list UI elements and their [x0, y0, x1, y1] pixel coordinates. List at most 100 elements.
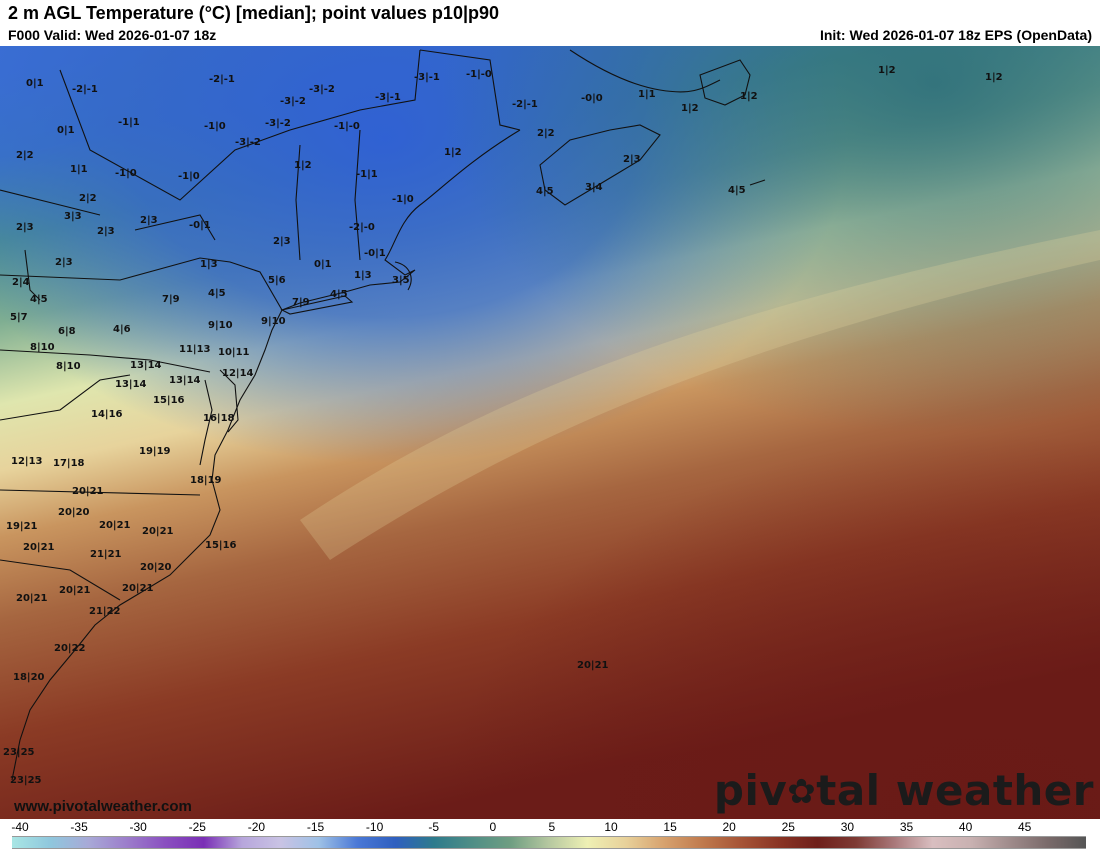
temperature-map: 0|1 -2|-1 -2|-1 -3|-1 -1|-0 1|2 1|2 0|1 … — [0, 46, 1100, 819]
point-value: 10|11 — [218, 347, 250, 358]
point-value: 21|21 — [90, 549, 122, 560]
colorbar-tick-label: -15 — [306, 820, 325, 834]
point-value: 1|2 — [878, 65, 896, 76]
point-value: 0|1 — [57, 125, 75, 136]
point-value: 7|9 — [292, 297, 310, 308]
point-value: 17|18 — [53, 458, 85, 469]
point-value: 0|1 — [314, 259, 332, 270]
cape-cod — [394, 261, 412, 291]
point-value: 18|20 — [13, 672, 45, 683]
point-value: 20|20 — [58, 507, 90, 518]
point-value: 1|1 — [638, 89, 656, 100]
point-value: 13|14 — [115, 379, 147, 390]
point-value: 2|3 — [97, 226, 115, 237]
point-value: 20|21 — [142, 526, 174, 537]
point-value: 9|10 — [261, 316, 286, 327]
point-value: -0|0 — [581, 93, 603, 104]
point-value: 3|3 — [64, 211, 82, 222]
point-value: 13|14 — [130, 360, 162, 371]
point-value: 5|7 — [10, 312, 28, 323]
point-value: 20|21 — [23, 542, 55, 553]
point-value: 20|22 — [54, 643, 86, 654]
st-lawrence-shore — [569, 49, 721, 93]
point-value: 4|6 — [113, 324, 131, 335]
point-value: 2|2 — [79, 193, 97, 204]
delmarva — [219, 369, 239, 433]
point-value: 11|13 — [179, 344, 211, 355]
point-value: -1|1 — [118, 117, 140, 128]
point-value: 8|10 — [30, 342, 55, 353]
colorbar-legend: -40 -35 -30 -25 -20 -15 -10 -5 0 5 10 15 20 25 30 35 40 4… — [0, 819, 1100, 850]
colorbar-tick-label: 20 — [722, 820, 736, 834]
point-value: 8|10 — [56, 361, 81, 372]
point-value: 20|21 — [577, 660, 609, 671]
point-value: 7|9 — [162, 294, 180, 305]
colorbar-tick-label: 45 — [1018, 820, 1032, 834]
point-value: 21|22 — [89, 606, 121, 617]
point-value: 1|2 — [985, 72, 1003, 83]
point-value: 1|3 — [354, 270, 372, 281]
point-value: 4|5 — [208, 288, 226, 299]
colorbar-gradient — [12, 836, 1086, 849]
lake-ontario-shore — [134, 214, 216, 241]
point-value: 12|13 — [11, 456, 43, 467]
point-value: 1|2 — [444, 147, 462, 158]
point-value: 20|21 — [72, 486, 104, 497]
point-value: -3|-1 — [375, 92, 401, 103]
state-line-nh-me — [354, 129, 361, 261]
point-value: -1|0 — [204, 121, 226, 132]
point-value: 2|2 — [537, 128, 555, 139]
colorbar-tick-label: -35 — [70, 820, 88, 834]
point-value: 20|20 — [140, 562, 172, 573]
point-value: 1|2 — [681, 103, 699, 114]
state-line-nc-sc — [0, 559, 121, 601]
point-value: 23|25 — [3, 747, 35, 758]
point-value: -1|-0 — [466, 69, 492, 80]
point-value: 15|16 — [205, 540, 237, 551]
state-line-ny-pa — [0, 257, 283, 311]
point-values: 0|1 -2|-1 -2|-1 -3|-1 -1|-0 1|2 1|2 0|1 … — [3, 65, 1003, 786]
colorbar-tick-label: -30 — [129, 820, 147, 834]
point-value: -1|-0 — [334, 121, 360, 132]
point-value: 4|5 — [536, 186, 554, 197]
point-value: 16|18 — [203, 413, 235, 424]
point-value: -3|-2 — [280, 96, 306, 107]
point-value: 6|8 — [58, 326, 76, 337]
point-value: -2|-1 — [512, 99, 538, 110]
lake-erie-shore — [0, 189, 101, 216]
colorbar-tick-label: 0 — [489, 820, 497, 834]
point-value: 15|16 — [153, 395, 185, 406]
chesapeake-bay — [199, 379, 213, 466]
state-line-oh — [24, 249, 41, 301]
point-value: 19|21 — [6, 521, 38, 532]
mid-atlantic-coast — [11, 309, 283, 781]
point-value: 2|4 — [12, 277, 30, 288]
colorbar-tick-label: -10 — [365, 820, 384, 834]
point-value: -3|-1 — [414, 72, 440, 83]
point-value: -1|0 — [115, 168, 137, 179]
point-value: -3|-2 — [235, 137, 261, 148]
point-value: 2|3 — [140, 215, 158, 226]
point-value: -1|0 — [178, 171, 200, 182]
point-value: 5|6 — [268, 275, 286, 286]
point-value: -0|1 — [364, 248, 386, 259]
point-value: 4|5 — [30, 294, 48, 305]
point-value: 4|5 — [330, 289, 348, 300]
point-value: 18|19 — [190, 475, 222, 486]
point-value: -1|0 — [392, 194, 414, 205]
init-time: Init: Wed 2026-01-07 18z EPS (OpenData) — [819, 27, 1092, 43]
gear-icon: ✿ — [787, 772, 817, 812]
logo-text-start: piv — [713, 766, 788, 815]
coastline-borders — [0, 49, 766, 781]
website-label: www.pivotalweather.com — [14, 798, 192, 815]
point-value: 4|5 — [728, 185, 746, 196]
point-value: 13|14 — [169, 375, 201, 386]
colorbar-tick-labels: -40 -35 -30 -25 -20 -15 -10 -5 0 5 10 15 20 25 30 35 40 4… — [0, 819, 1100, 835]
newfoundland — [699, 59, 751, 106]
colorbar-tick-label: 5 — [548, 820, 556, 834]
state-line-wv — [0, 374, 131, 421]
point-value: 2|2 — [16, 150, 34, 161]
colorbar-tick-label: 10 — [604, 820, 618, 834]
point-value: 3|4 — [585, 182, 603, 193]
point-value: 3|5 — [392, 275, 410, 286]
